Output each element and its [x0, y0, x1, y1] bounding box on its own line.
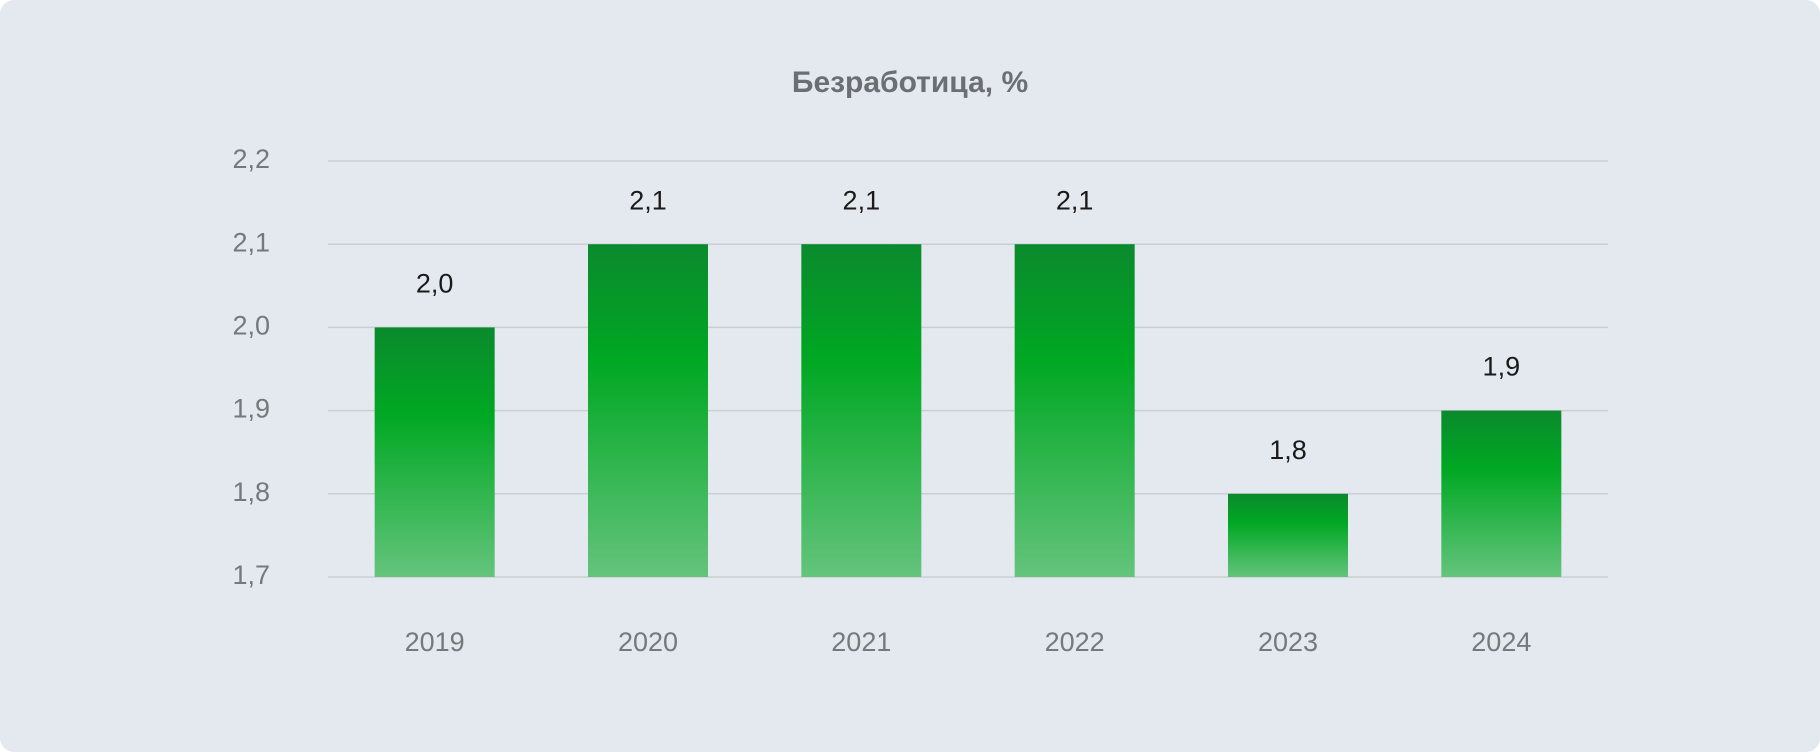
value-label: 2,1	[843, 185, 881, 215]
x-tick-label: 2022	[1045, 627, 1105, 657]
x-tick-label: 2023	[1258, 627, 1318, 657]
y-tick-label: 2,0	[232, 311, 270, 341]
x-tick-label: 2021	[831, 627, 891, 657]
x-tick-label: 2019	[405, 627, 465, 657]
y-tick-label: 1,7	[232, 560, 270, 590]
y-tick-label: 1,9	[232, 394, 270, 424]
value-label: 2,1	[1056, 185, 1094, 215]
bar	[374, 327, 495, 577]
bar	[588, 244, 708, 577]
value-label: 1,9	[1483, 352, 1521, 382]
y-tick-label: 2,1	[232, 227, 270, 257]
bar	[1228, 493, 1348, 577]
y-tick-label: 1,8	[232, 477, 270, 507]
x-tick-label: 2024	[1471, 627, 1531, 657]
value-label: 2,1	[629, 185, 667, 215]
chart-title: Безработица, %	[792, 66, 1028, 99]
bar	[801, 244, 922, 577]
bar	[1014, 244, 1135, 577]
x-tick-label: 2020	[618, 627, 678, 657]
y-tick-label: 2,2	[232, 144, 270, 174]
value-label: 2,0	[416, 269, 454, 299]
value-label: 1,8	[1269, 435, 1307, 465]
bar	[1441, 410, 1562, 577]
